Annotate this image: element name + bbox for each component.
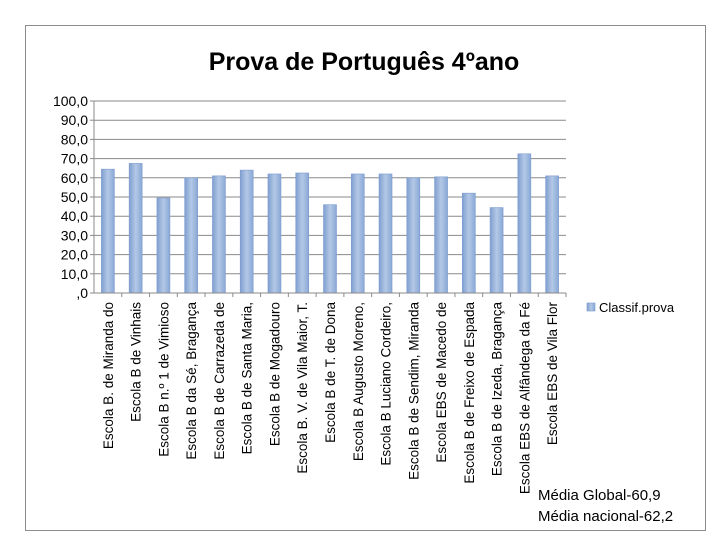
bar [378,173,393,294]
bar [184,177,198,294]
y-tick-label: 60,0 [61,170,88,186]
legend: Classif.prova [586,300,675,315]
bar [350,173,365,294]
bar [267,173,282,294]
x-tick-label: Escola B de T. de Dona [323,302,338,443]
x-tick-label: Escola EBS de Alfândega da Fé [517,302,532,494]
bar [156,197,171,294]
x-tick-label: Escola B de Sendim, Miranda [406,302,421,480]
bar [101,168,115,294]
bar [462,192,476,294]
x-tick-label: Escola B da Sé, Bragança [184,302,199,460]
x-tick-label: Escola B de Mogadouro [267,302,282,446]
y-tick-label: 90,0 [61,112,88,128]
bar [323,204,337,294]
y-tick-label: 50,0 [61,189,88,205]
bar [239,169,254,294]
annotation-note: Média nacional-62,2 [538,508,673,525]
y-tick-label: 20,0 [61,247,88,263]
y-tick-label: ,0 [76,285,88,301]
bar [212,175,226,294]
bar [434,176,448,294]
x-tick-label: Escola B n.º 1 de Vimioso [156,302,171,457]
y-tick-label: 10,0 [61,266,88,282]
x-tick-label: Escola B Augusto Moreno, [351,302,366,461]
x-tick-label: Escola B de Vinhais [129,302,144,422]
x-tick-label: Escola B de Izeda, Bragança [490,302,505,477]
y-tick-label: 80,0 [61,131,88,147]
chart-frame: Prova de Português 4ºano ,0 10,0 20,0 30,0 4… [25,25,706,531]
y-tick-label: 100,0 [53,93,88,109]
bar [517,153,532,294]
annotation-note: Média Global-60,9 [538,487,661,504]
bar [545,175,559,294]
x-tick-label: Escola EBS de Macedo de [434,302,449,463]
bar [406,177,421,294]
y-tick-label: 40,0 [61,208,88,224]
y-tick-label: 70,0 [61,151,88,167]
x-tick-label: Escola B. V. de Vila Maior, T. [295,302,310,474]
chart-title: Prova de Português 4ºano [209,48,520,76]
bar-chart: Prova de Português 4ºano ,0 10,0 20,0 30,0 4… [53,48,675,525]
y-tick-label: 30,0 [61,227,88,243]
x-tick-label: Escola EBS de Vila Flor [545,302,560,446]
bar [295,172,310,294]
x-tick-label: Escola B de Freixo de Espada [462,302,477,484]
legend-label: Classif.prova [599,300,675,315]
x-tick-label: Escola B de Carrazeda de [212,302,227,460]
bar [489,207,504,294]
x-tick-label: Escola B de Santa Maria, [240,302,255,454]
x-tick-label: Escola B. de Miranda do [101,302,116,449]
bar [128,163,143,294]
x-tick-label: Escola B Luciano Cordeiro, [379,302,394,466]
legend-swatch [586,302,596,312]
